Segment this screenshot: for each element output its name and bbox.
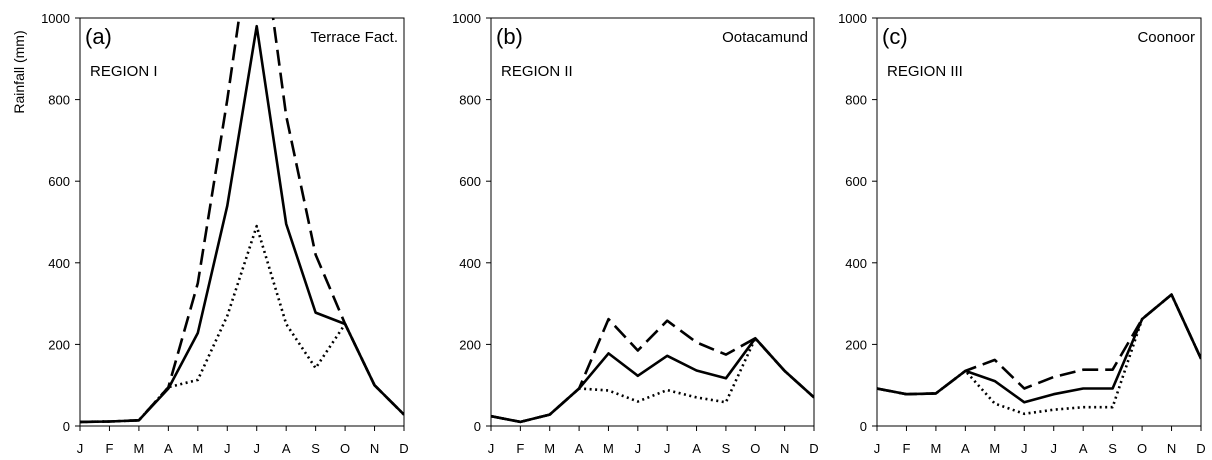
station-label: Coonoor <box>1137 29 1195 46</box>
y-tick-label: 0 <box>860 419 867 434</box>
y-tick-label: 200 <box>845 337 867 352</box>
series-line-dotted <box>80 224 404 424</box>
station-label: Terrace Fact. <box>310 29 398 46</box>
y-tick-label: 200 <box>459 337 481 352</box>
x-tick-label: M <box>603 441 614 456</box>
series-group <box>877 293 1201 416</box>
x-tick-label: A <box>692 441 701 456</box>
x-tick-label: F <box>105 441 113 456</box>
chart-panel-3: 0 200 400 600 800 1000 J F M A M J J A S O N D (c) REGION I… <box>838 11 1206 456</box>
y-tick-label: 1000 <box>41 11 70 26</box>
chart-panel-1: 0 200 400 600 800 1000 J F M A M J J A S O N D (a) REGION I… <box>41 11 409 456</box>
region-label: REGION II <box>501 63 573 80</box>
x-tick-label: D <box>399 441 408 456</box>
x-tick-label: S <box>311 441 320 456</box>
x-tick-label: N <box>780 441 789 456</box>
y-tick-label: 400 <box>845 256 867 271</box>
x-tick-label: F <box>902 441 910 456</box>
y-tick-label: 800 <box>459 93 481 108</box>
y-tick-label: 1000 <box>452 11 481 26</box>
panel-label: (c) <box>882 24 908 49</box>
x-tick-label: J <box>224 441 231 456</box>
y-tick-label: 800 <box>48 93 70 108</box>
x-tick-label: M <box>192 441 203 456</box>
x-tick-label: N <box>1167 441 1176 456</box>
y-tick-label: 0 <box>63 419 70 434</box>
x-tick-label: J <box>635 441 642 456</box>
plot-frame <box>876 17 1202 427</box>
x-tick-label: M <box>930 441 941 456</box>
x-tick-label: A <box>1079 441 1088 456</box>
panel-label: (a) <box>85 24 112 49</box>
series-group <box>491 317 814 424</box>
plot-frame <box>79 17 405 427</box>
x-tick-label: O <box>750 441 760 456</box>
x-tick-label: D <box>809 441 818 456</box>
y-tick-label: 1000 <box>838 11 867 26</box>
x-tick-label: N <box>370 441 379 456</box>
y-tick-label: 600 <box>48 174 70 189</box>
y-tick-label: 0 <box>474 419 481 434</box>
series-line-dotted <box>877 293 1201 416</box>
y-tick-label: 800 <box>845 93 867 108</box>
y-tick-label: 600 <box>459 174 481 189</box>
series-line-dotted <box>491 336 814 424</box>
series-line-dashed <box>491 317 814 424</box>
x-tick-label: J <box>664 441 671 456</box>
series-line-solid <box>80 24 404 424</box>
chart-panels: 0 200 400 600 800 1000 J F M A M J J A S O N D (a) REGION I… <box>41 11 1206 456</box>
chart-panel-2: 0 200 400 600 800 1000 J F M A M J J A S O N D (b) REGION I… <box>452 11 819 456</box>
x-tick-label: J <box>1050 441 1057 456</box>
y-axis-label: Rainfall (mm) <box>11 30 27 113</box>
x-tick-label: J <box>874 441 881 456</box>
x-tick-label: J <box>488 441 495 456</box>
x-tick-label: A <box>282 441 291 456</box>
x-tick-label: A <box>961 441 970 456</box>
x-tick-label: O <box>1137 441 1147 456</box>
y-tick-label: 600 <box>845 174 867 189</box>
series-line-solid <box>491 336 814 424</box>
series-group <box>80 18 404 424</box>
x-tick-label: D <box>1196 441 1205 456</box>
x-tick-label: O <box>340 441 350 456</box>
x-tick-label: S <box>722 441 731 456</box>
y-tick-label: 200 <box>48 337 70 352</box>
x-tick-label: J <box>1021 441 1028 456</box>
series-line-solid <box>877 293 1201 404</box>
x-tick-label: A <box>164 441 173 456</box>
plot-frame <box>490 17 815 427</box>
x-tick-label: M <box>133 441 144 456</box>
station-label: Ootacamund <box>722 29 808 46</box>
region-label: REGION I <box>90 63 158 80</box>
y-tick-label: 400 <box>48 256 70 271</box>
y-tick-label: 400 <box>459 256 481 271</box>
x-tick-label: S <box>1108 441 1117 456</box>
x-tick-label: A <box>575 441 584 456</box>
region-label: REGION III <box>887 63 963 80</box>
panel-label: (b) <box>496 24 523 49</box>
x-tick-label: J <box>77 441 84 456</box>
x-tick-label: M <box>989 441 1000 456</box>
x-tick-label: M <box>544 441 555 456</box>
x-tick-label: F <box>516 441 524 456</box>
x-tick-label: J <box>253 441 260 456</box>
